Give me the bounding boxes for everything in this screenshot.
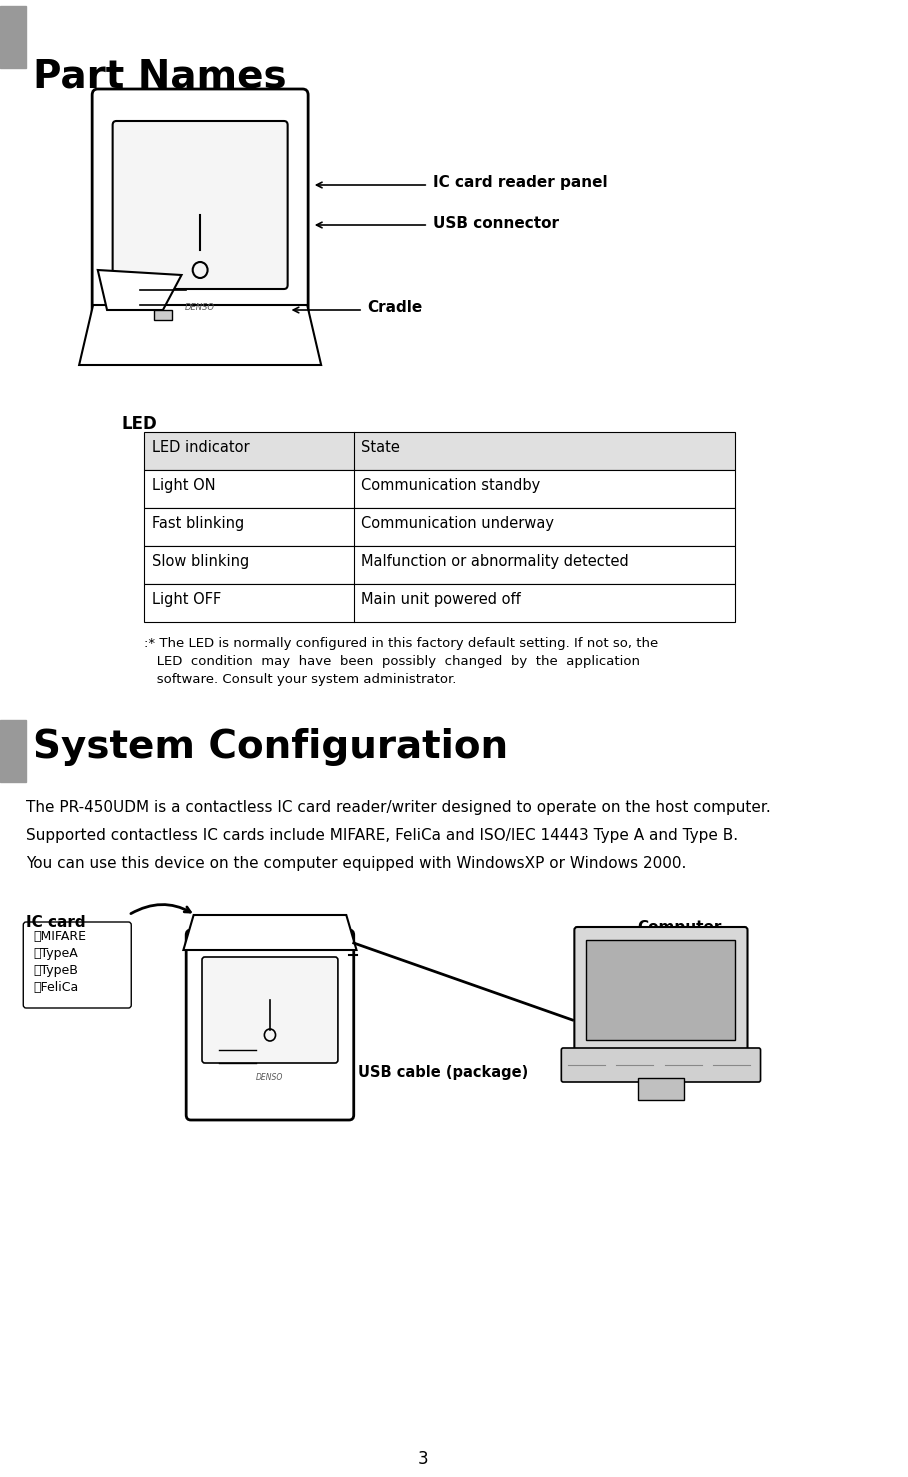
Text: 3: 3 bbox=[418, 1450, 428, 1468]
Bar bbox=[144, 431, 735, 470]
Text: ・TypeB: ・TypeB bbox=[34, 964, 78, 976]
FancyBboxPatch shape bbox=[561, 1049, 761, 1083]
FancyBboxPatch shape bbox=[24, 922, 132, 1007]
Text: Supported contactless IC cards include MIFARE, FeliCa and ISO/IEC 14443 Type A a: Supported contactless IC cards include M… bbox=[26, 829, 738, 843]
Text: :* The LED is normally configured in this factory default setting. If not so, th: :* The LED is normally configured in thi… bbox=[144, 637, 658, 650]
Text: Communication underway: Communication underway bbox=[361, 515, 554, 532]
Text: Communication standby: Communication standby bbox=[361, 479, 540, 493]
Text: Fast blinking: Fast blinking bbox=[152, 515, 244, 532]
Bar bbox=[144, 470, 735, 508]
Text: LED  condition  may  have  been  possibly  changed  by  the  application: LED condition may have been possibly cha… bbox=[144, 654, 640, 668]
Text: USB cable (package): USB cable (package) bbox=[359, 1065, 528, 1080]
Text: USB connector: USB connector bbox=[433, 216, 558, 230]
Bar bbox=[144, 583, 735, 622]
Text: Light ON: Light ON bbox=[152, 479, 215, 493]
Text: Main unit powered off: Main unit powered off bbox=[361, 592, 521, 607]
Text: Part Names: Part Names bbox=[33, 58, 286, 96]
Text: LED indicator: LED indicator bbox=[152, 440, 250, 455]
Text: ・TypeA: ・TypeA bbox=[34, 947, 78, 960]
Text: IC card reader panel: IC card reader panel bbox=[433, 176, 607, 191]
Text: ・MIFARE: ・MIFARE bbox=[34, 931, 86, 942]
Bar bbox=[0, 6, 26, 68]
Text: LED: LED bbox=[121, 415, 157, 433]
Text: State: State bbox=[361, 440, 400, 455]
FancyBboxPatch shape bbox=[186, 931, 354, 1120]
Text: Cradle: Cradle bbox=[368, 300, 423, 316]
Bar bbox=[637, 1078, 685, 1100]
Bar bbox=[144, 508, 735, 546]
Polygon shape bbox=[79, 304, 321, 365]
Text: Computer: Computer bbox=[637, 920, 722, 935]
Text: Malfunction or abnormality detected: Malfunction or abnormality detected bbox=[361, 554, 629, 569]
Polygon shape bbox=[98, 270, 182, 310]
FancyBboxPatch shape bbox=[575, 928, 747, 1053]
Text: Light OFF: Light OFF bbox=[152, 592, 221, 607]
FancyBboxPatch shape bbox=[113, 121, 288, 289]
Text: The PR-450UDM is a contactless IC card reader/writer designed to operate on the : The PR-450UDM is a contactless IC card r… bbox=[26, 801, 771, 815]
Text: System Configuration: System Configuration bbox=[33, 728, 508, 767]
Text: software. Consult your system administrator.: software. Consult your system administra… bbox=[144, 674, 457, 685]
Bar bbox=[587, 939, 735, 1040]
Text: You can use this device on the computer equipped with WindowsXP or Windows 2000.: You can use this device on the computer … bbox=[26, 857, 686, 871]
FancyBboxPatch shape bbox=[202, 957, 338, 1063]
Text: DENSO: DENSO bbox=[185, 303, 215, 312]
Bar bbox=[0, 719, 26, 781]
Polygon shape bbox=[183, 914, 357, 950]
Text: PR-450UDM: PR-450UDM bbox=[210, 920, 311, 935]
Text: Slow blinking: Slow blinking bbox=[152, 554, 249, 569]
Bar bbox=[144, 546, 735, 583]
Bar bbox=[153, 310, 173, 321]
Text: ・FeliCa: ・FeliCa bbox=[34, 981, 79, 994]
Text: IC card: IC card bbox=[26, 914, 85, 931]
Text: DENSO: DENSO bbox=[256, 1072, 283, 1083]
FancyBboxPatch shape bbox=[92, 89, 308, 360]
